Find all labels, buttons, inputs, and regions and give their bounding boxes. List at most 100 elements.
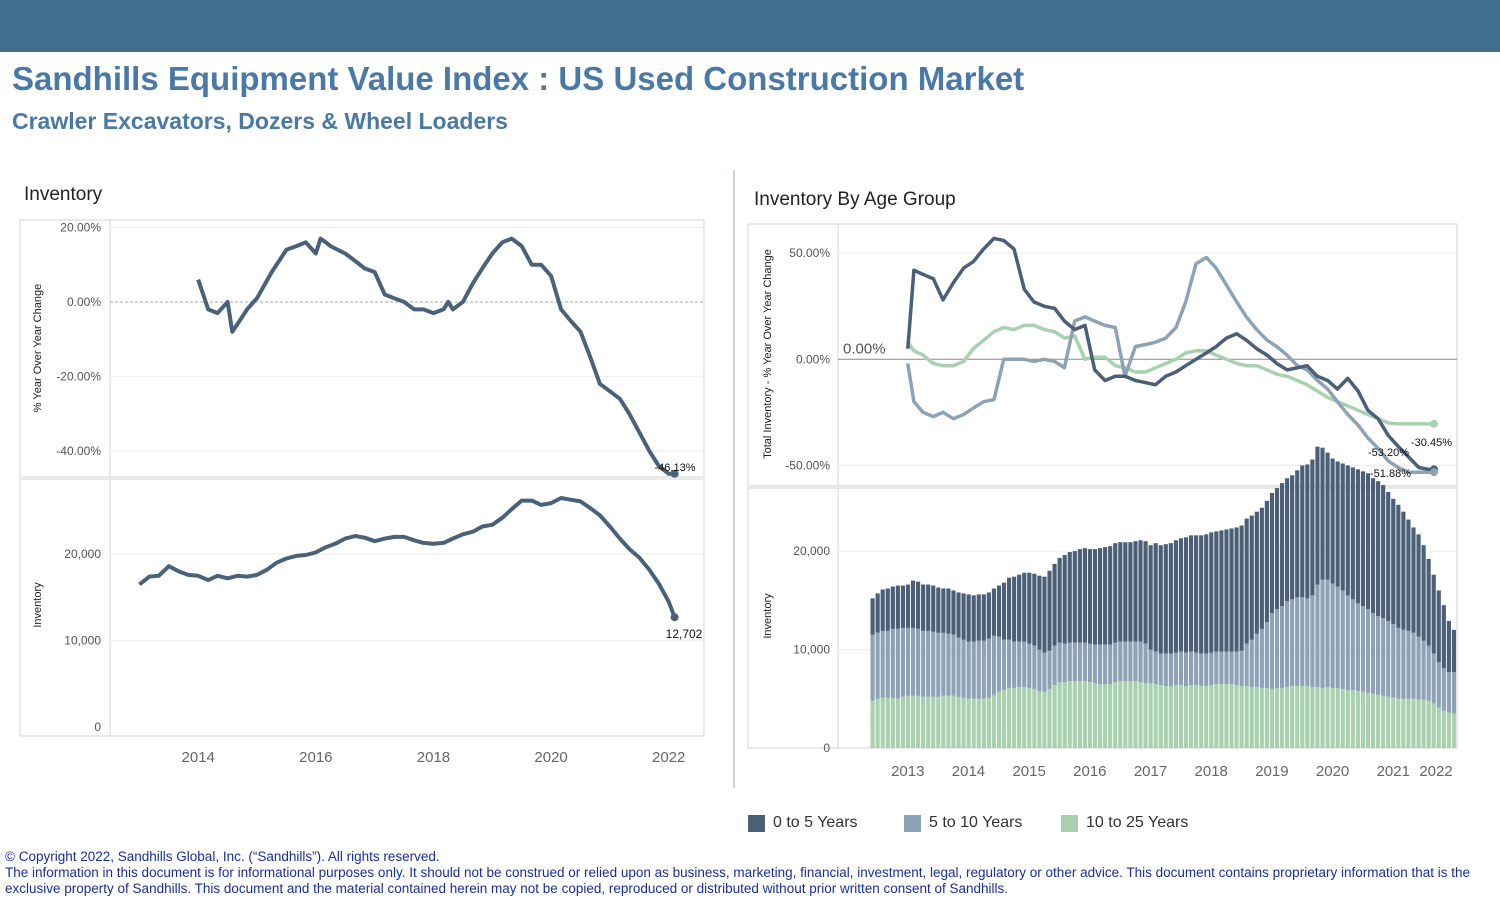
bar-segment	[1254, 633, 1259, 687]
bar-segment	[1345, 465, 1350, 596]
bar-segment	[1290, 685, 1295, 748]
y-axis-label: % Year Over Year Change	[32, 284, 44, 412]
bar-segment	[976, 698, 981, 748]
bar-segment	[1012, 641, 1017, 688]
bar-segment	[1421, 640, 1426, 700]
bar-segment	[1269, 688, 1275, 748]
bar-segment	[880, 697, 885, 748]
bar-segment	[870, 634, 875, 701]
end-point-1	[1429, 468, 1438, 477]
x-tick-label: 2021	[1377, 763, 1410, 780]
bar-segment	[1325, 579, 1330, 687]
bar-segment	[910, 627, 916, 696]
bar-segment	[1012, 687, 1017, 748]
bar-segment	[1133, 641, 1138, 682]
y-tick-label: 0.00%	[796, 352, 830, 366]
bar-segment	[1027, 572, 1032, 644]
bar-segment	[1007, 577, 1012, 640]
bar-segment	[1098, 644, 1103, 684]
y-tick-label: -50.00%	[785, 458, 830, 472]
bar-segment	[1411, 527, 1416, 633]
end-label: -46.13%	[655, 462, 696, 474]
bar-segment	[951, 590, 956, 635]
bar-segment	[1022, 572, 1027, 642]
y-tick-label: 0.00%	[67, 295, 101, 309]
bar-segment	[1052, 563, 1057, 646]
bar-segment	[1072, 642, 1077, 682]
bar-segment	[1391, 623, 1396, 698]
bar-segment	[875, 632, 880, 699]
bar-segment	[1370, 613, 1376, 694]
bar-segment	[1108, 644, 1113, 684]
bar-segment	[1350, 467, 1355, 600]
bar-segment	[1411, 632, 1416, 699]
bar-segment	[1305, 685, 1310, 748]
bar-segment	[961, 639, 966, 698]
bar-segment	[1194, 684, 1199, 748]
bar-segment	[1037, 575, 1042, 650]
bar-segment	[1158, 684, 1163, 748]
bar-segment	[1077, 681, 1082, 748]
bar-segment	[1173, 540, 1178, 653]
bar-segment	[931, 696, 936, 748]
bar-segment	[951, 634, 956, 696]
bar-segment	[1274, 609, 1280, 688]
bar-segment	[1133, 681, 1138, 748]
bar-segment	[1300, 685, 1305, 748]
bar-segment	[1148, 545, 1153, 650]
bar-segment	[1153, 543, 1158, 652]
bar-segment	[1113, 682, 1118, 748]
bar-segment	[1391, 498, 1396, 624]
bar-segment	[1138, 641, 1143, 683]
bar-segment	[1411, 698, 1416, 748]
bar-segment	[1062, 555, 1067, 644]
bar-segment	[1092, 644, 1098, 684]
bar-segment	[1062, 682, 1067, 748]
end-label: 12,702	[666, 627, 703, 641]
bar-segment	[961, 593, 966, 640]
bar-segment	[1320, 687, 1325, 748]
bar-segment	[1123, 681, 1128, 748]
bar-segment	[1376, 481, 1381, 617]
x-tick-label: 2016	[1073, 763, 1106, 780]
bar-segment	[1345, 689, 1350, 748]
bar-segment	[1128, 681, 1133, 748]
header-bar	[0, 0, 1500, 52]
bar-segment	[1012, 576, 1017, 642]
bar-segment	[941, 632, 946, 696]
bar-segment	[1047, 570, 1052, 651]
bar-segment	[1022, 686, 1027, 748]
bar-segment	[1204, 653, 1209, 686]
bar-segment	[1173, 652, 1178, 685]
bar-segment	[1436, 590, 1441, 663]
bar-segment	[1052, 684, 1057, 748]
bar-segment	[1315, 584, 1320, 687]
bar-segment	[1305, 464, 1310, 599]
bar-segment	[986, 697, 991, 748]
bar-segment	[1123, 641, 1128, 682]
bar-segment	[1396, 698, 1401, 748]
end-label-5-10: -53.20%	[1368, 447, 1409, 459]
bar-segment	[931, 585, 936, 632]
bar-segment	[1113, 543, 1118, 643]
bar-segment	[1168, 543, 1173, 654]
bar-segment	[1047, 650, 1052, 689]
bar-segment	[895, 698, 900, 748]
bar-segment	[1017, 686, 1022, 748]
bar-segment	[1027, 687, 1032, 748]
y-tick-label: 10,000	[64, 634, 101, 648]
bar-segment	[1214, 684, 1219, 748]
bar-segment	[1138, 540, 1143, 642]
x-tick-label: 2018	[417, 749, 450, 766]
bar-segment	[1199, 653, 1204, 686]
bar-segment	[1042, 576, 1047, 653]
bar-segment	[1355, 690, 1360, 748]
legend-swatch	[748, 814, 765, 832]
bar-segment	[1133, 541, 1138, 642]
bar-segment	[1057, 682, 1062, 748]
bar-segment	[1335, 687, 1340, 748]
bar-segment	[971, 698, 976, 748]
bar-segment	[1001, 582, 1007, 640]
end-point	[670, 613, 679, 622]
